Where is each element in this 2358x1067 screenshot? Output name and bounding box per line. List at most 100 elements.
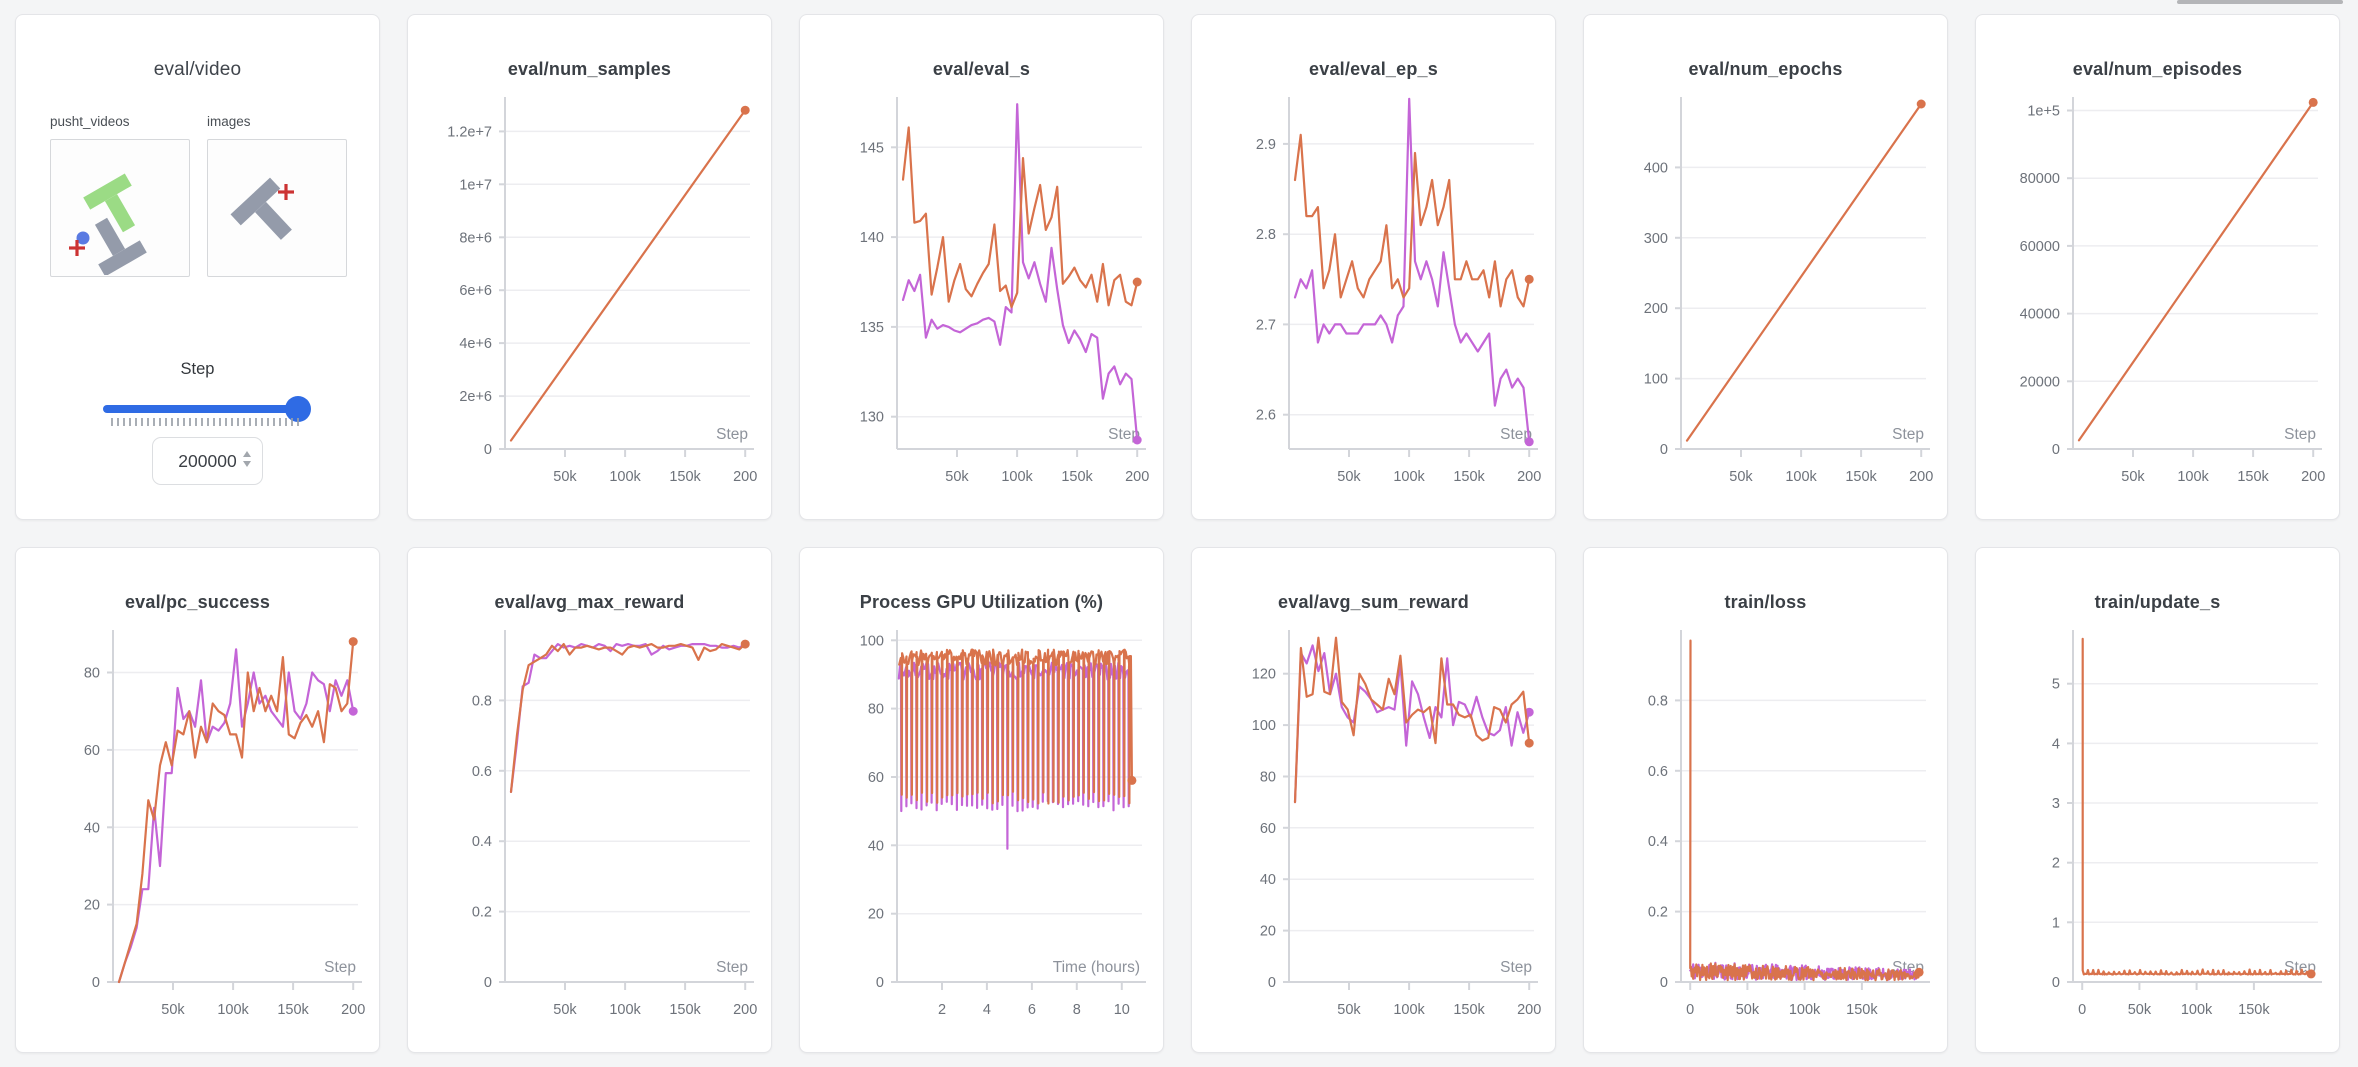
panel-eval-pc-success: eval/pc_success 0 20 40 60 80 50k 100k 150k 200 S… xyxy=(15,547,380,1053)
chart-area[interactable]: 0 100 200 300 400 50k 100k 150k 200 Step xyxy=(1584,85,1948,520)
svg-text:2e+6: 2e+6 xyxy=(459,389,492,405)
svg-text:200: 200 xyxy=(1644,301,1668,317)
svg-text:80000: 80000 xyxy=(2020,171,2060,187)
svg-text:200: 200 xyxy=(1125,469,1149,485)
svg-text:50k: 50k xyxy=(1337,1002,1361,1018)
chart-area[interactable]: 2.6 2.7 2.8 2.9 50k 100k 150k 200 Step xyxy=(1192,85,1556,520)
svg-text:100k: 100k xyxy=(1785,469,1817,485)
svg-text:200: 200 xyxy=(1517,469,1541,485)
svg-text:0.6: 0.6 xyxy=(1648,764,1668,780)
chart-area[interactable]: 0 20 40 60 80 100 120 50k 100k 150k 200 Step xyxy=(1192,618,1556,1053)
svg-text:6: 6 xyxy=(1028,1002,1036,1018)
svg-text:2.7: 2.7 xyxy=(1256,317,1276,333)
chart-canvas[interactable]: 0 2e+6 4e+6 6e+6 8e+6 1e+7 1.2e+7 50k 100k 150k 20… xyxy=(408,85,772,520)
stepper-up-icon[interactable] xyxy=(243,451,251,457)
block-t-shape xyxy=(94,217,147,277)
svg-text:Step: Step xyxy=(1500,426,1532,443)
block-t-shape xyxy=(230,177,292,240)
svg-text:1e+7: 1e+7 xyxy=(459,177,492,193)
svg-text:0: 0 xyxy=(1660,442,1668,458)
svg-text:150k: 150k xyxy=(277,1002,309,1018)
svg-text:80: 80 xyxy=(84,666,100,682)
svg-text:0: 0 xyxy=(484,442,492,458)
chart-canvas[interactable]: 130 135 140 145 50k 100k 150k 200 Step xyxy=(800,85,1164,520)
chart-canvas[interactable]: 0 100 200 300 400 50k 100k 150k 200 Step xyxy=(1584,85,1948,520)
svg-text:0: 0 xyxy=(1268,975,1276,991)
svg-text:100k: 100k xyxy=(609,469,641,485)
goal-t-shape xyxy=(83,173,136,233)
svg-text:0: 0 xyxy=(1660,975,1668,991)
svg-text:1: 1 xyxy=(2052,915,2060,931)
svg-text:8: 8 xyxy=(1073,1002,1081,1018)
scrollbar-thumb[interactable] xyxy=(2177,0,2343,4)
chart-title: eval/eval_s xyxy=(932,59,1031,79)
chart-title: eval/eval_ep_s xyxy=(1309,59,1438,79)
chart-title: eval/avg_sum_reward xyxy=(1278,592,1469,612)
svg-text:400: 400 xyxy=(1644,160,1668,176)
chart-canvas[interactable]: 2.6 2.7 2.8 2.9 50k 100k 150k 200 Step xyxy=(1192,85,1556,520)
chart-canvas[interactable]: 0 20 40 60 80 50k 100k 150k 200 Step xyxy=(16,618,380,1053)
svg-text:150k: 150k xyxy=(1061,469,1093,485)
svg-text:100k: 100k xyxy=(2177,469,2209,485)
svg-text:20: 20 xyxy=(868,907,884,923)
svg-text:100: 100 xyxy=(1644,372,1668,388)
svg-text:100: 100 xyxy=(1252,718,1276,734)
svg-text:0: 0 xyxy=(484,975,492,991)
svg-text:150k: 150k xyxy=(2238,1002,2270,1018)
chart-area[interactable]: 130 135 140 145 50k 100k 150k 200 Step xyxy=(800,85,1164,520)
chart-title: eval/num_samples xyxy=(507,59,672,79)
svg-text:100k: 100k xyxy=(1001,469,1033,485)
chart-area[interactable]: 0 20 40 60 80 100 2 4 6 8 10 Time (hours) xyxy=(800,618,1164,1053)
svg-text:100k: 100k xyxy=(609,1002,641,1018)
svg-text:50k: 50k xyxy=(1729,469,1753,485)
svg-text:2.6: 2.6 xyxy=(1256,408,1276,424)
agent-dot xyxy=(76,231,90,245)
panel-eval-eval-ep-s: eval/eval_ep_s 2.6 2.7 2.8 2.9 50k 100k 150k 20… xyxy=(1191,14,1556,520)
step-slider-label: Step xyxy=(180,360,215,378)
svg-text:1e+5: 1e+5 xyxy=(2027,104,2060,120)
stepper-down-icon[interactable] xyxy=(243,461,251,467)
svg-text:0.2: 0.2 xyxy=(472,905,492,921)
svg-text:200: 200 xyxy=(1517,1002,1541,1018)
pusht-video-thumbnail[interactable] xyxy=(50,139,190,277)
step-slider-track[interactable] xyxy=(103,405,309,413)
svg-text:60000: 60000 xyxy=(2020,239,2060,255)
svg-text:150k: 150k xyxy=(669,469,701,485)
chart-title: eval/num_episodes xyxy=(2072,59,2243,79)
svg-text:50k: 50k xyxy=(553,469,577,485)
step-slider-thumb[interactable] xyxy=(285,396,311,422)
svg-text:Step: Step xyxy=(324,959,356,976)
svg-text:0.8: 0.8 xyxy=(472,693,492,709)
svg-text:10: 10 xyxy=(1114,1002,1130,1018)
svg-text:60: 60 xyxy=(868,770,884,786)
svg-text:300: 300 xyxy=(1644,231,1668,247)
svg-text:50k: 50k xyxy=(553,1002,577,1018)
chart-area[interactable]: 0 0.2 0.4 0.6 0.8 50k 100k 150k 200 Step xyxy=(408,618,772,1053)
svg-text:40000: 40000 xyxy=(2020,307,2060,323)
chart-area[interactable]: 0 20 40 60 80 50k 100k 150k 200 Step xyxy=(16,618,380,1053)
chart-title: eval/pc_success xyxy=(124,592,271,612)
step-input[interactable]: 200000 xyxy=(152,437,263,485)
chart-canvas[interactable]: 0 20 40 60 80 100 2 4 6 8 10 Time (hours) xyxy=(800,618,1164,1053)
svg-text:5: 5 xyxy=(2052,677,2060,693)
chart-canvas[interactable]: 0 20 40 60 80 100 120 50k 100k 150k 200 Step xyxy=(1192,618,1556,1053)
svg-text:6e+6: 6e+6 xyxy=(459,283,492,299)
svg-text:40: 40 xyxy=(1260,872,1276,888)
svg-text:0.4: 0.4 xyxy=(1648,834,1668,850)
chart-canvas[interactable]: 0 0.2 0.4 0.6 0.8 50k 100k 150k 200 Step xyxy=(408,618,772,1053)
chart-area[interactable]: 0 2e+6 4e+6 6e+6 8e+6 1e+7 1.2e+7 50k 100k 150k 20… xyxy=(408,85,772,520)
step-value: 200000 xyxy=(178,450,237,471)
svg-text:Step: Step xyxy=(716,426,748,443)
chart-area[interactable]: 0 20000 40000 60000 80000 1e+5 50k 100k 150k 200 S… xyxy=(1976,85,2340,520)
pusht-image-frame xyxy=(230,177,294,240)
panel-process-gpu-utilization: Process GPU Utilization (%) 0 20 40 60 80 100… xyxy=(799,547,1164,1053)
pusht-image-thumbnail[interactable] xyxy=(207,139,347,277)
panel-eval-video: eval/video pusht_videos images xyxy=(15,14,380,520)
svg-text:8e+6: 8e+6 xyxy=(459,230,492,246)
chart-area[interactable]: 0 0.2 0.4 0.6 0.8 0 50k 100k 150k Step xyxy=(1584,618,1948,1053)
chart-canvas[interactable]: 0 20000 40000 60000 80000 1e+5 50k 100k 150k 200 S… xyxy=(1976,85,2340,520)
svg-text:1.2e+7: 1.2e+7 xyxy=(447,124,492,140)
chart-area[interactable]: 0 1 2 3 4 5 0 50k 100k 150k Step xyxy=(1976,618,2340,1053)
